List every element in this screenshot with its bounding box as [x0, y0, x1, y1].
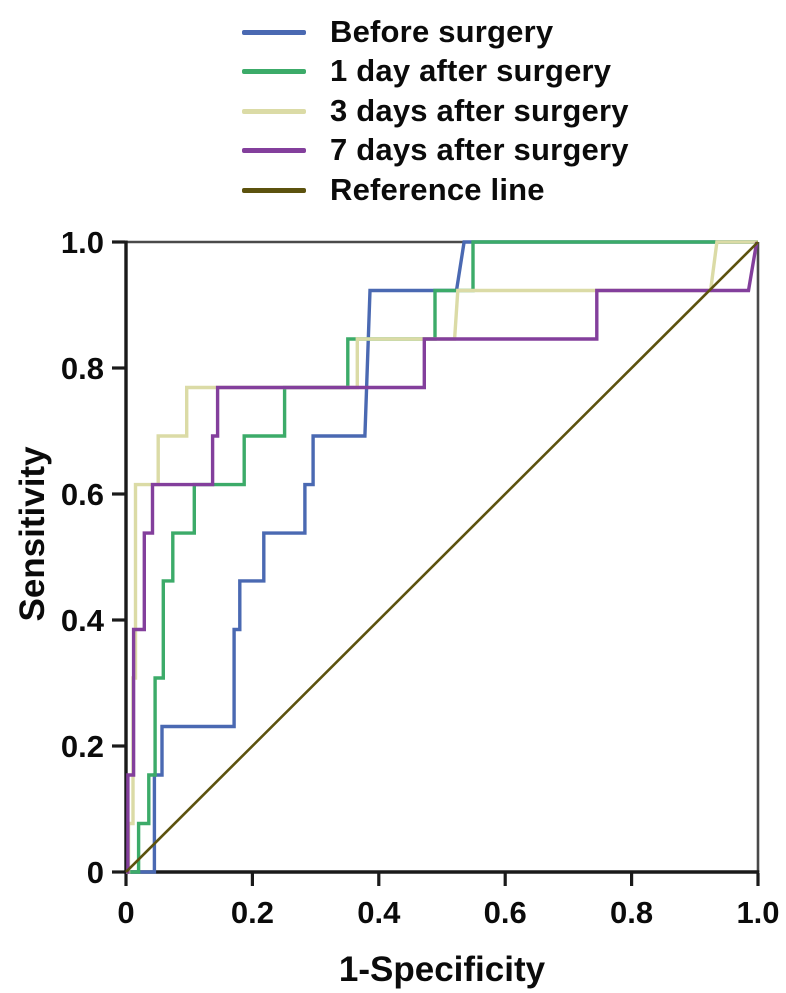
legend-item-3-days-after: 3 days after surgery — [242, 93, 629, 128]
legend-label: 3 days after surgery — [330, 93, 629, 128]
x-tick-label: 0 — [117, 895, 134, 930]
y-axis-title: Sensitivity — [13, 446, 52, 622]
chart-legend: Before surgery 1 day after surgery 3 day… — [0, 0, 786, 215]
legend-label: Before surgery — [330, 14, 554, 49]
y-tick-label: 0.4 — [61, 603, 105, 638]
legend-item-reference-line: Reference line — [242, 172, 545, 207]
y-tick-label: 1.0 — [61, 225, 104, 260]
series-curve-before-surgery — [126, 240, 758, 874]
x-tick-label: 1.0 — [736, 895, 779, 930]
y-tick-label: 0.8 — [61, 351, 104, 386]
legend-line-swatch-3-days-after — [242, 108, 306, 114]
legend-label: Reference line — [330, 172, 545, 207]
series-curve-7-days-after-surgery — [126, 241, 759, 874]
legend-label: 1 day after surgery — [330, 53, 612, 88]
y-tick-label: 0 — [87, 855, 104, 890]
legend-item-1-day-after: 1 day after surgery — [242, 53, 612, 88]
x-tick-label: 0.8 — [610, 895, 653, 930]
legend-item-before-surgery: Before surgery — [242, 14, 554, 49]
x-tick-label: 0.6 — [484, 895, 527, 930]
y-tick-label: 0.2 — [61, 729, 104, 764]
legend-line-swatch-reference-line — [242, 187, 306, 193]
legend-item-7-days-after: 7 days after surgery — [242, 132, 629, 167]
legend-line-swatch-before-surgery — [242, 29, 306, 35]
legend-line-swatch-1-day-after — [242, 68, 306, 74]
series-curve-3-days-after-surgery — [126, 240, 758, 874]
y-tick-label: 0.6 — [61, 477, 104, 512]
legend-line-swatch-7-days-after — [242, 147, 306, 153]
series-curve-reference-line — [125, 241, 759, 873]
x-axis-title: 1-Specificity — [339, 950, 546, 989]
legend-label: 7 days after surgery — [330, 132, 629, 167]
x-tick-label: 0.2 — [231, 895, 274, 930]
series-curve-1-day-after-surgery — [126, 240, 758, 874]
x-tick-label: 0.4 — [357, 895, 401, 930]
